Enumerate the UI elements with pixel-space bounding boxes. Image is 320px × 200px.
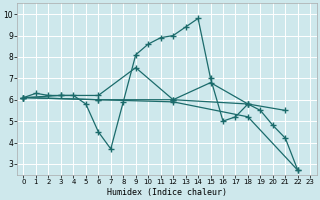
X-axis label: Humidex (Indice chaleur): Humidex (Indice chaleur) <box>107 188 227 197</box>
